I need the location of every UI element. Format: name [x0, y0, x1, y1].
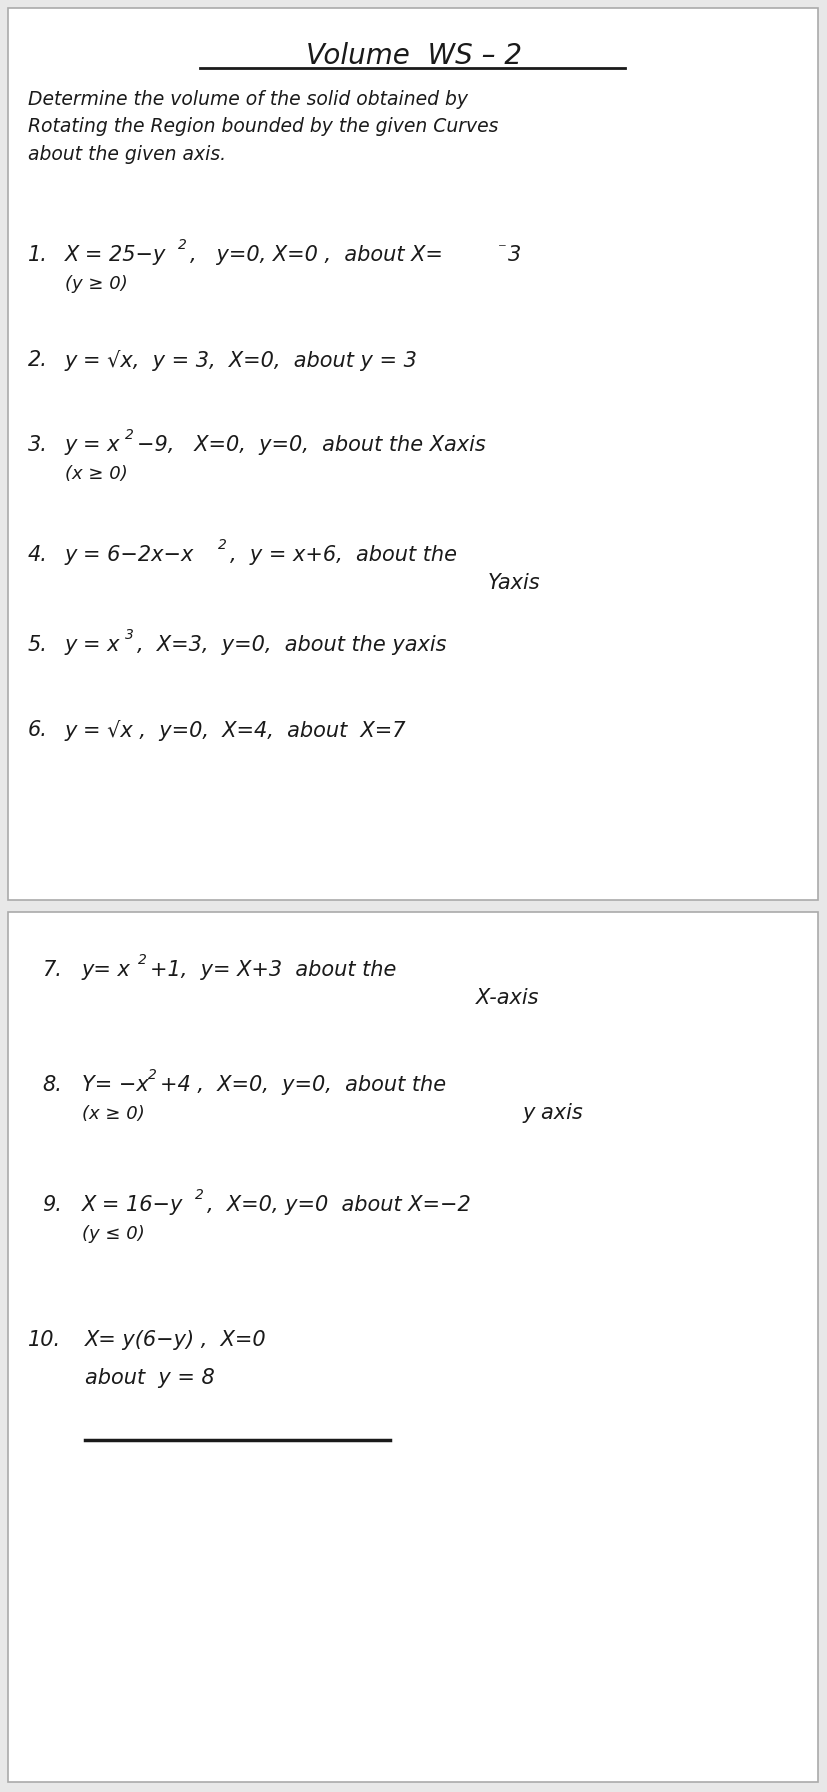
Text: X = 16−y: X = 16−y: [82, 1195, 183, 1215]
Text: ⁻: ⁻: [497, 240, 506, 258]
Text: 2: 2: [195, 1188, 203, 1202]
Text: 9.: 9.: [42, 1195, 62, 1215]
Text: 3: 3: [125, 627, 134, 642]
Text: 2: 2: [138, 953, 146, 968]
Text: 10.: 10.: [28, 1330, 61, 1349]
Text: 2: 2: [178, 238, 187, 253]
Text: 2: 2: [218, 538, 227, 552]
Text: ,  y = x+6,  about the: , y = x+6, about the: [230, 545, 457, 564]
Text: 8.: 8.: [42, 1075, 62, 1095]
Text: −9,   X=0,  y=0,  about the Xaxis: −9, X=0, y=0, about the Xaxis: [136, 435, 485, 455]
Text: y = x: y = x: [65, 634, 121, 656]
Text: X‐axis: X‐axis: [476, 987, 539, 1007]
Text: y= x: y= x: [82, 961, 131, 980]
Text: y = √x ,  y=0,  X=4,  about  X=7: y = √x , y=0, X=4, about X=7: [65, 720, 406, 742]
Text: X= y(6−y) ,  X=0: X= y(6−y) , X=0: [85, 1330, 266, 1349]
Text: ,  X=3,  y=0,  about the yaxis: , X=3, y=0, about the yaxis: [136, 634, 446, 656]
Text: 5.: 5.: [28, 634, 48, 656]
Text: 2: 2: [125, 428, 134, 443]
Text: 7.: 7.: [42, 961, 62, 980]
Text: 3: 3: [508, 246, 521, 265]
Text: (x ≥ 0): (x ≥ 0): [82, 1106, 145, 1124]
Text: Y= −x: Y= −x: [82, 1075, 149, 1095]
FancyBboxPatch shape: [8, 912, 817, 1781]
Text: +1,  y= X+3  about the: +1, y= X+3 about the: [150, 961, 396, 980]
Text: ,  X=0, y=0  about X=−2: , X=0, y=0 about X=−2: [207, 1195, 471, 1215]
Text: about  y = 8: about y = 8: [85, 1367, 214, 1389]
Text: (x ≥ 0): (x ≥ 0): [65, 464, 127, 484]
Text: y = √x,  y = 3,  X=0,  about y = 3: y = √x, y = 3, X=0, about y = 3: [65, 349, 418, 371]
Text: y = x: y = x: [65, 435, 121, 455]
Text: +4 ,  X=0,  y=0,  about the: +4 , X=0, y=0, about the: [160, 1075, 446, 1095]
Text: 6.: 6.: [28, 720, 48, 740]
Text: 1.: 1.: [28, 246, 48, 265]
Text: 2: 2: [148, 1068, 156, 1082]
Text: ,   y=0, X=0 ,  about X=: , y=0, X=0 , about X=: [189, 246, 442, 265]
Text: Volume  WS – 2: Volume WS – 2: [306, 41, 521, 70]
Text: 4.: 4.: [28, 545, 48, 564]
Text: 2.: 2.: [28, 349, 48, 369]
Text: X = 25−y: X = 25−y: [65, 246, 166, 265]
Text: Determine the volume of the solid obtained by
Rotating the Region bounded by the: Determine the volume of the solid obtain…: [28, 90, 498, 163]
Text: y = 6−2x−x: y = 6−2x−x: [65, 545, 194, 564]
Text: y axis: y axis: [523, 1104, 583, 1124]
FancyBboxPatch shape: [8, 7, 817, 900]
Text: Yaxis: Yaxis: [487, 573, 540, 593]
Text: 3.: 3.: [28, 435, 48, 455]
Text: (y ≤ 0): (y ≤ 0): [82, 1226, 145, 1244]
Text: (y ≥ 0): (y ≥ 0): [65, 274, 127, 294]
